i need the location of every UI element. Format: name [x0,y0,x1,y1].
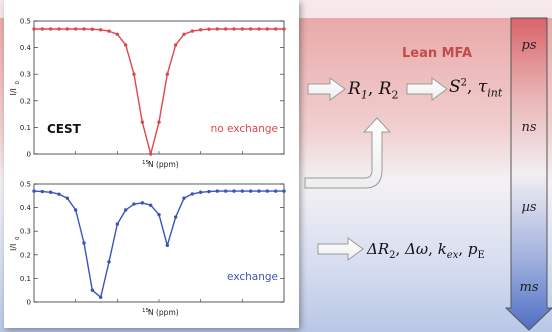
top-ytick-label: 0.5 [20,18,31,26]
top-data-point [282,27,286,31]
top-data-point [148,152,153,156]
bottom-data-point [273,189,278,193]
bottom-data-point [173,215,178,219]
timescale-ns-label: ns [521,120,537,135]
bottom-plot-frame [33,183,285,303]
top-data-point [40,27,45,31]
bottom-data-point [207,189,211,194]
bottom-data-point [257,189,261,193]
bottom-data-point [82,241,86,245]
top-ylabel-subscript: 0 [15,81,21,85]
top-data-point [207,27,211,31]
bottom-data-point [182,196,186,200]
bottom-data-point [140,201,145,205]
bottom-data-point [73,208,78,212]
top-data-point [82,27,86,31]
s2-tau-expression: S2, τint [449,77,503,100]
bottom-ytick-label: 0.5 [20,181,31,189]
cest-panel-label: CEST [47,122,82,136]
top-data-point [265,27,270,31]
top-ytick-label: 0 [27,151,31,159]
top-data-point [273,27,278,31]
top-data-point [240,27,245,31]
bottom-data-point [165,243,170,248]
timescale-us-label: µs [521,200,537,215]
top-ylabel: I/I [9,88,18,95]
bottom-data-point [215,189,220,193]
bottom-data-point [65,196,70,200]
bottom-ylabel: I/I [9,244,18,251]
bottom-data-point [148,203,153,207]
top-data-point [190,29,195,33]
top-xlabel: N (ppm) [148,160,179,169]
top-data-point [115,32,120,36]
bottom-data-point [282,189,286,193]
bottom-data-point [223,189,228,193]
bottom-data-point [240,189,245,193]
bottom-data-point [190,192,195,196]
bottom-ytick-label: 0.2 [20,251,31,259]
top-data-point [215,27,220,31]
bottom-ytick-label: 0.1 [20,275,31,283]
bottom-annotation: exchange [227,271,278,283]
top-ytick-label: 0.4 [20,44,32,52]
timescale-ms-label: ms [519,280,539,295]
top-data-point [232,27,236,31]
top-data-point [248,27,253,31]
bottom-xlabel: N (ppm) [148,308,179,317]
top-xlabel-isotope: 15 [142,160,149,166]
bottom-data-point [48,190,53,194]
bottom-data-point [98,295,103,299]
top-data-point [198,28,203,32]
top-data-point [90,27,95,31]
lean-mfa-title: Lean MFA [401,46,473,61]
top-ytick-label: 0.1 [20,124,31,132]
exchange-parameters-expression: ΔR2, Δω, kex, pE [367,240,485,261]
top-data-point [257,27,261,31]
top-data-point [123,43,128,47]
top-ytick-label: 0.2 [20,97,31,105]
bottom-data-point [248,189,253,193]
timescale-arrow [505,17,552,331]
top-data-point [98,28,103,32]
bottom-data-point [115,222,120,226]
bottom-ytick-label: 0.3 [20,228,31,236]
top-plot-frame [33,20,285,155]
bottom-ytick-label: 0.4 [20,204,32,212]
bottom-ytick-label: 0 [27,299,31,307]
top-data-point [140,120,145,124]
top-data-point [107,29,111,33]
top-data-point [73,27,78,31]
top-data-point [132,72,136,76]
bottom-data-point [123,208,128,212]
top-data-point [65,27,70,31]
bottom-data-point [107,260,111,264]
bottom-data-point [198,190,203,194]
top-data-point [32,27,36,31]
top-annotation: no exchange [211,123,278,135]
top-data-point [182,32,186,36]
r1-r2-expression: R1, R2 [348,79,399,102]
bottom-data-point [265,189,270,193]
bottom-data-point [232,189,236,193]
top-data-point [223,27,228,31]
bottom-ylabel-subscript: 0 [15,236,21,240]
bottom-data-point [132,202,136,206]
top-data-point [165,72,170,76]
top-ytick-label: 0.3 [20,71,31,79]
bottom-data-point [157,212,161,217]
bottom-data-point [57,192,61,196]
bottom-xlabel-isotope: 15 [142,308,149,314]
bottom-data-point [90,288,95,292]
top-data-point [57,27,61,31]
plots-panel: 0 0.1 0.2 0.3 0.4 0.5 I/I 0 15 N (ppm) no exchange… [4,0,299,328]
top-data-point [157,120,161,124]
timescale-ps-label: ps [521,38,537,53]
bottom-data-point [32,189,36,193]
bottom-data-point [40,189,45,194]
top-data-point [173,43,178,47]
top-data-point [48,27,53,31]
